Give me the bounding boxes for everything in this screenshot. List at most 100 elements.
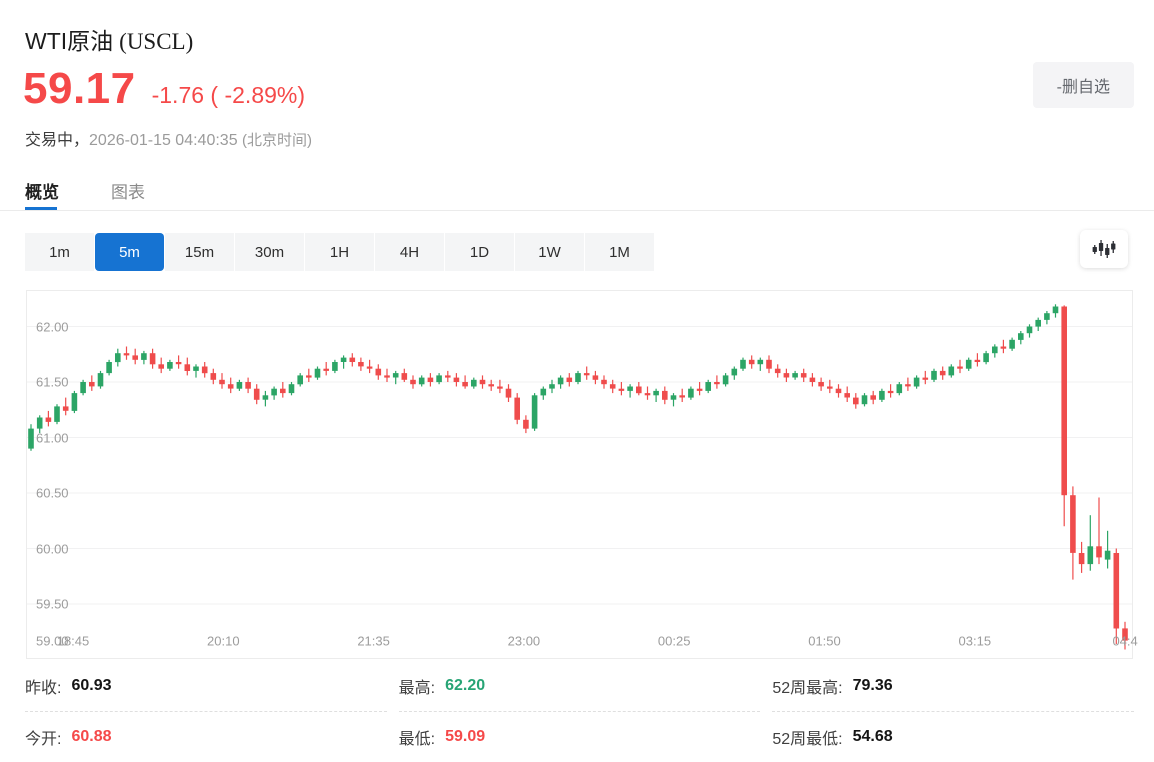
- candle-body: [931, 370, 937, 380]
- candle-body: [36, 417, 43, 429]
- candle-body: [679, 395, 685, 398]
- stat-value: 62.20: [445, 677, 486, 694]
- candle-body: [375, 368, 382, 376]
- candle-body: [740, 359, 746, 369]
- candle-body: [835, 388, 842, 394]
- candle-body: [896, 384, 903, 394]
- timeframe-button-15m[interactable]: 15m: [165, 233, 234, 271]
- candle-body: [418, 377, 425, 385]
- tab-chart[interactable]: 图表: [111, 183, 145, 202]
- x-axis-label: 03:15: [958, 633, 992, 649]
- candle-body: [1104, 550, 1111, 560]
- candle-body: [1122, 628, 1128, 641]
- candle-body: [462, 382, 468, 387]
- candle-body: [227, 384, 234, 389]
- x-axis-label: 01:50: [808, 633, 841, 649]
- remove-watchlist-button[interactable]: -删自选: [1032, 62, 1134, 108]
- last-price: 59.17: [23, 64, 136, 113]
- candle-body: [939, 370, 946, 376]
- x-axis-label: 04:4: [1112, 633, 1138, 649]
- candle-body: [219, 379, 225, 385]
- stats-panel: 昨收: 60.93 今开: 60.88 最高: 62.20 最低: 59.09 52周最高: 79…: [25, 661, 1134, 762]
- stat-value: 59.09: [445, 728, 486, 745]
- candle-body: [349, 357, 356, 362]
- timeframe-bar: 1m 5m 15m 30m 1H 4H 1D 1W 1M: [25, 233, 654, 271]
- trading-status: 交易中，: [25, 132, 90, 149]
- candle-body: [601, 379, 607, 385]
- candles-svg[interactable]: [27, 291, 1132, 658]
- candle-body: [887, 390, 894, 394]
- candle-body: [757, 359, 764, 365]
- candle-body: [149, 353, 156, 365]
- stat-row: 昨收: 60.93: [25, 661, 387, 712]
- candle-body: [1078, 553, 1085, 565]
- timeframe-button-1D[interactable]: 1D: [445, 233, 514, 271]
- page-title: WTI原油 (USCL): [25, 22, 193, 56]
- stat-row: 今开: 60.88: [25, 712, 387, 762]
- stat-value: 79.36: [852, 677, 893, 694]
- candle-body: [1044, 313, 1050, 320]
- chart-style-button[interactable]: [1080, 230, 1128, 268]
- candle-body: [314, 368, 321, 378]
- candle-body: [497, 386, 503, 389]
- candle-body: [688, 388, 694, 398]
- price-change: -1.76 ( -2.89%): [151, 82, 306, 108]
- candle-body: [523, 419, 529, 429]
- stat-label: 昨收:: [25, 680, 62, 697]
- candle-body: [592, 375, 599, 380]
- candle-body: [540, 388, 547, 396]
- candle-body: [288, 384, 295, 394]
- candle-body: [410, 379, 416, 385]
- candle-body: [583, 373, 590, 376]
- timeframe-button-1m[interactable]: 1m: [25, 233, 94, 271]
- candle-body: [662, 390, 668, 400]
- candle-body: [827, 386, 833, 389]
- candle-body: [636, 386, 642, 394]
- candle-body: [54, 406, 60, 422]
- candle-body: [62, 406, 69, 411]
- candle-body: [236, 382, 243, 389]
- timeframe-button-5m[interactable]: 5m: [95, 233, 164, 271]
- trading-status-row: 交易中，2026-01-15 04:40:35 (北京时间): [25, 126, 312, 150]
- timeframe-button-4H[interactable]: 4H: [375, 233, 444, 271]
- candle-body: [992, 346, 998, 354]
- y-axis-label: 59.00: [36, 633, 69, 649]
- candle-body: [1087, 546, 1094, 565]
- candle-body: [714, 382, 720, 385]
- stats-column: 昨收: 60.93 今开: 60.88: [25, 661, 387, 762]
- candle-body: [445, 375, 451, 378]
- candle-body: [557, 377, 564, 385]
- stat-row: 最低: 59.09: [399, 712, 761, 762]
- candle-body: [670, 395, 677, 400]
- candle-body: [80, 382, 86, 394]
- candle-body: [1113, 553, 1120, 629]
- y-axis-label: 62.00: [36, 319, 69, 334]
- candle-body: [974, 359, 981, 362]
- tab-overview[interactable]: 概览: [25, 178, 59, 210]
- candle-body: [366, 366, 373, 369]
- stat-label: 52周最低:: [772, 731, 843, 748]
- candle-body: [609, 384, 616, 389]
- stat-label: 最高:: [398, 680, 436, 697]
- x-axis-label: 23:00: [507, 633, 541, 649]
- candle-body: [271, 388, 277, 396]
- candle-body: [106, 362, 112, 374]
- candle-body: [297, 375, 303, 385]
- candlestick-chart[interactable]: 62.00 61.50 61.00 60.50 60.00 59.50 59.00 18:45…: [26, 290, 1138, 659]
- candle-body: [175, 362, 182, 365]
- x-axis-label: 00:25: [657, 633, 691, 649]
- timeframe-button-1H[interactable]: 1H: [305, 233, 374, 271]
- candle-body: [731, 368, 738, 376]
- candle-body: [1018, 333, 1024, 340]
- candle-body: [141, 353, 147, 360]
- candle-body: [879, 390, 885, 400]
- timeframe-button-1W[interactable]: 1W: [515, 233, 584, 271]
- candle-body: [505, 388, 512, 398]
- candle-body: [471, 379, 477, 387]
- timeframe-button-30m[interactable]: 30m: [235, 233, 304, 271]
- candle-body: [201, 366, 208, 374]
- y-axis-label: 60.00: [36, 541, 69, 556]
- timeframe-button-1M[interactable]: 1M: [585, 233, 654, 271]
- candle-body: [861, 395, 868, 405]
